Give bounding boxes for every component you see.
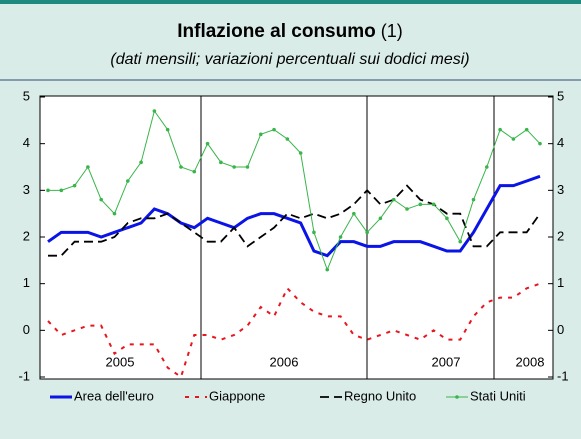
y-tick-label: 3: [23, 182, 30, 197]
point: [205, 141, 210, 146]
series-line: [48, 184, 541, 257]
legend-label: Area dell'euro: [74, 388, 154, 403]
plot-area: [39, 95, 554, 380]
point: [471, 197, 476, 202]
series-line: [47, 282, 541, 379]
y2-tick-label: 0: [557, 322, 564, 337]
y2-tick-label: 1: [557, 275, 564, 290]
y2-tick-label: -1: [557, 368, 569, 383]
point: [139, 160, 143, 165]
point: [298, 151, 303, 155]
point: [391, 197, 396, 202]
point: [112, 211, 117, 216]
point: [524, 127, 529, 132]
point: [192, 169, 197, 174]
x-tick-label: 2005: [106, 354, 135, 369]
point: [99, 197, 103, 202]
point: [511, 137, 516, 141]
point: [219, 160, 223, 165]
legend-label: Stati Uniti: [470, 388, 526, 403]
point: [245, 165, 250, 169]
point: [285, 137, 290, 141]
y2-tick-label: 2: [557, 228, 564, 243]
point: [365, 230, 369, 235]
point: [485, 165, 489, 169]
x-tick-label: 2007: [432, 354, 461, 369]
chart-title: Inflazione al consumo (1): [177, 21, 402, 42]
y-tick-label: -1: [18, 368, 30, 383]
point: [498, 127, 502, 132]
y-tick-label: 2: [23, 228, 30, 243]
legend-label: Giappone: [209, 388, 265, 403]
point: [125, 179, 130, 183]
legend-marker: [455, 395, 459, 399]
point: [352, 211, 356, 216]
point: [165, 127, 170, 132]
point: [232, 165, 236, 169]
point: [325, 267, 330, 272]
title-note: (1): [381, 21, 403, 41]
series-line: [47, 174, 541, 258]
legend-label: Regno Unito: [344, 388, 416, 403]
point: [458, 239, 463, 244]
point: [46, 188, 50, 193]
y-tick-label: 0: [23, 322, 30, 337]
point: [272, 127, 276, 132]
point: [405, 207, 409, 211]
point: [59, 188, 64, 193]
y-tick-label: 1: [23, 275, 30, 290]
point: [338, 235, 343, 239]
point: [179, 165, 183, 169]
point: [72, 183, 77, 188]
y-tick-label: 4: [23, 135, 30, 150]
point: [258, 132, 263, 137]
x-tick-label: 2008: [516, 354, 545, 369]
y2-tick-label: 4: [557, 135, 564, 150]
point: [418, 202, 423, 207]
x-tick-label: 2006: [270, 354, 299, 369]
chart-subtitle: (dati mensili; variazioni percentuali su…: [110, 51, 469, 68]
y2-tick-label: 5: [557, 88, 564, 103]
series-line: [48, 109, 541, 272]
y2-tick-label: 3: [557, 182, 564, 197]
point: [538, 141, 542, 146]
title-main: Inflazione al consumo: [177, 21, 375, 42]
point: [431, 202, 436, 207]
point: [312, 230, 316, 235]
top-band: [0, 0, 581, 4]
point: [445, 216, 449, 221]
point: [152, 109, 157, 113]
y-tick-label: 5: [23, 88, 30, 103]
point: [86, 165, 90, 169]
point: [378, 216, 383, 221]
